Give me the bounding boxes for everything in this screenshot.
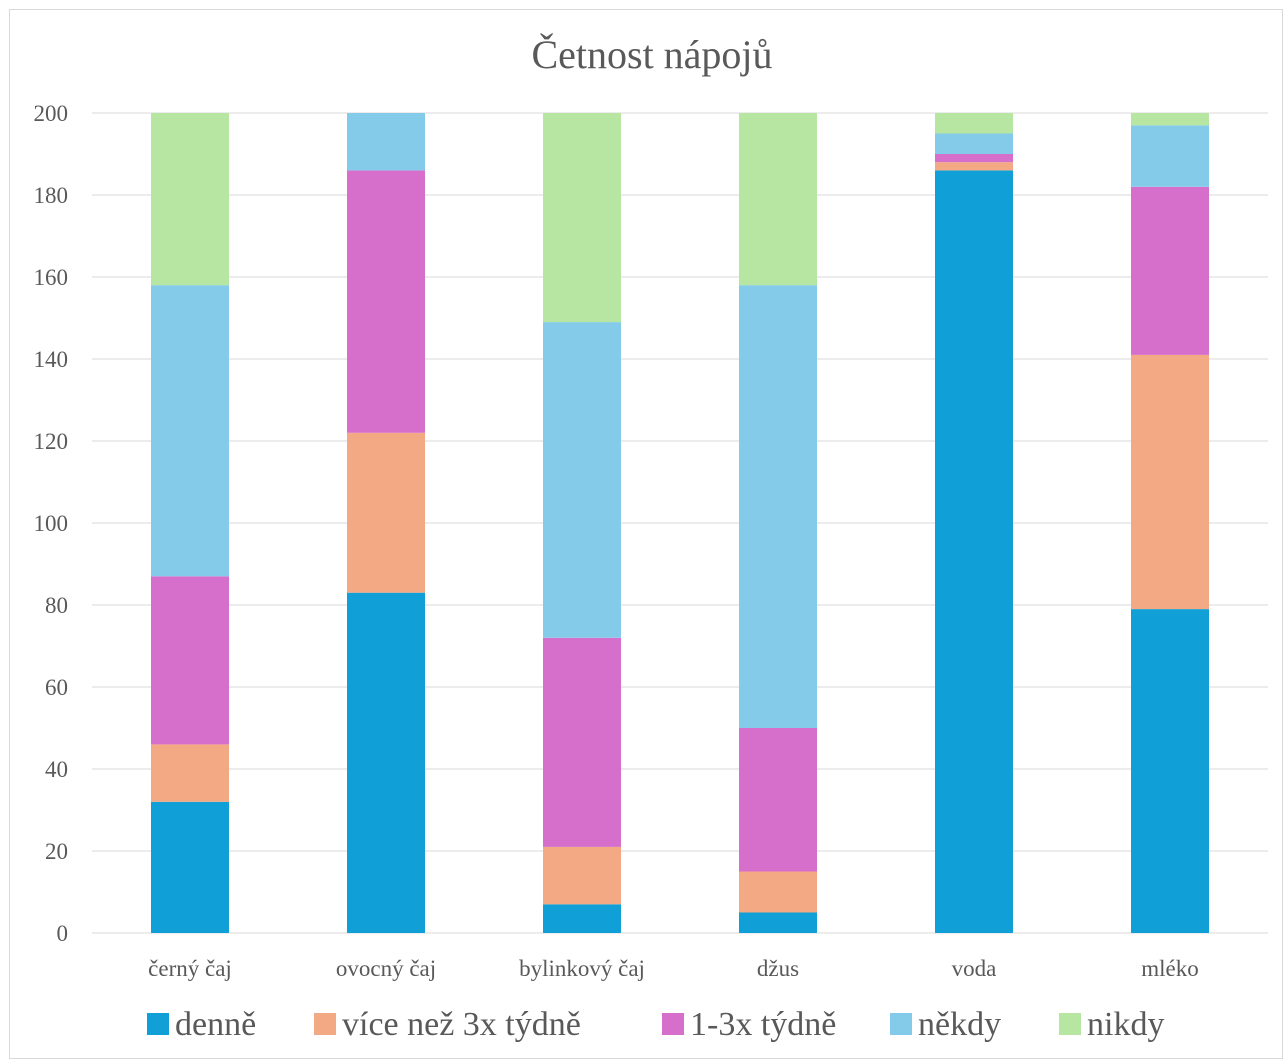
y-axis: 0 20 40 60 80 100 120 140 160 180 200 — [34, 101, 69, 946]
bar-segment — [1131, 113, 1209, 126]
gridlines — [92, 112, 1268, 934]
bar-segment — [347, 592, 425, 933]
chart-title: Četnost nápojů — [531, 32, 772, 77]
bar-segment — [347, 170, 425, 433]
bar-segment — [1131, 354, 1209, 610]
bar-segment — [543, 904, 621, 933]
bar-segment — [1131, 609, 1209, 933]
bar-segment — [1131, 125, 1209, 187]
x-tick-label: voda — [952, 956, 997, 981]
y-tick-label: 120 — [34, 429, 69, 454]
legend-label: nikdy — [1087, 1006, 1164, 1043]
bar-segment — [151, 801, 229, 933]
bar-segment — [151, 576, 229, 745]
bar-segment — [739, 113, 817, 286]
bar-segment — [151, 113, 229, 286]
bar-segment — [739, 912, 817, 933]
x-axis: černý čaj ovocný čaj bylinkový čaj džus voda… — [148, 956, 1199, 981]
x-tick-label: bylinkový čaj — [519, 956, 645, 981]
stacked-bar-chart: Četnost nápojů 0 20 40 60 80 100 120 140 160 180 2… — [34, 32, 1268, 1043]
chart-frame: Četnost nápojů 0 20 40 60 80 100 120 140 160 180 2… — [9, 9, 1283, 1059]
bar-segment — [347, 432, 425, 593]
y-tick-label: 200 — [34, 101, 69, 126]
x-tick-label: ovocný čaj — [336, 956, 436, 981]
y-tick-label: 20 — [45, 839, 68, 864]
bar-segment — [739, 285, 817, 728]
bar-segment — [543, 637, 621, 847]
bar-segment — [1131, 186, 1209, 355]
y-tick-label: 180 — [34, 183, 69, 208]
x-tick-label: džus — [757, 956, 799, 981]
legend-swatch — [314, 1013, 336, 1035]
x-tick-label: mléko — [1141, 956, 1199, 981]
bar-segment — [739, 728, 817, 872]
y-tick-label: 0 — [57, 921, 69, 946]
bar-segment — [151, 744, 229, 802]
legend-swatch — [147, 1013, 169, 1035]
bar-segment — [543, 113, 621, 323]
bar-segment — [347, 113, 425, 171]
legend-swatch — [890, 1013, 912, 1035]
bar-segment — [543, 322, 621, 638]
y-tick-label: 40 — [45, 757, 68, 782]
y-tick-label: 140 — [34, 347, 69, 372]
bar-segment — [935, 162, 1013, 171]
legend-label: více než 3x týdně — [342, 1006, 581, 1043]
legend-label: někdy — [918, 1006, 1001, 1043]
bar-segment — [935, 133, 1013, 154]
y-tick-label: 100 — [34, 511, 69, 536]
bar-segment — [543, 846, 621, 905]
bar-segment — [935, 170, 1013, 933]
legend: denně více než 3x týdně 1-3x týdně někdy nik… — [147, 1006, 1164, 1043]
bar-segment — [151, 285, 229, 577]
legend-label: 1-3x týdně — [690, 1006, 836, 1043]
bar-segment — [935, 113, 1013, 134]
bar-segment — [935, 154, 1013, 163]
y-tick-label: 60 — [45, 675, 68, 700]
bars — [151, 113, 1209, 933]
y-tick-label: 160 — [34, 265, 69, 290]
x-tick-label: černý čaj — [148, 956, 232, 981]
legend-label: denně — [175, 1006, 256, 1043]
bar-segment — [739, 871, 817, 913]
legend-swatch — [662, 1013, 684, 1035]
legend-swatch — [1059, 1013, 1081, 1035]
y-tick-label: 80 — [45, 593, 68, 618]
